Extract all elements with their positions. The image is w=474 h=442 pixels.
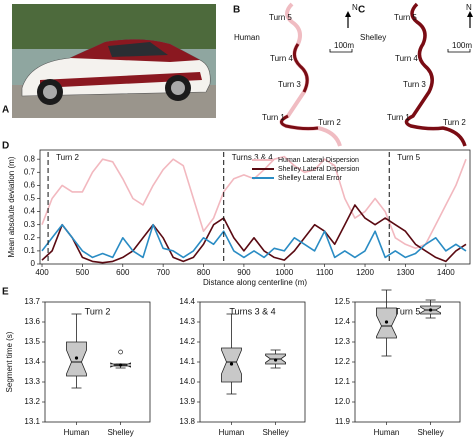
y-tick-label: 13.3 <box>24 377 40 386</box>
legend-label: Shelley Lateral Dispersion <box>278 166 359 173</box>
x-tick-label: 1000 <box>275 268 293 277</box>
panel-label: E <box>2 287 9 298</box>
y-tick-label: 12.4 <box>334 317 350 326</box>
x-tick-label: 700 <box>156 268 170 277</box>
turn-label: Turn 1 <box>262 113 285 122</box>
x-tick-label: 1400 <box>437 268 455 277</box>
north-label: N <box>466 3 472 12</box>
x-tick-label: Shelley <box>262 428 288 437</box>
plot-frame <box>354 301 461 423</box>
y-tick-label: 14.4 <box>179 297 195 306</box>
turn-label: Turn 4 <box>270 54 293 63</box>
y-tick-label: 0.7 <box>24 167 36 176</box>
y-tick-label: 0.5 <box>24 194 36 203</box>
x-tick-label: Human <box>219 428 245 437</box>
y-tick-label: 12.3 <box>334 337 350 346</box>
y-tick-label: 11.9 <box>335 417 351 426</box>
y-tick-label: 14.1 <box>179 357 195 366</box>
y-tick-label: 12.2 <box>334 357 350 366</box>
x-tick-label: 800 <box>197 268 211 277</box>
turn-label: Turn 5 <box>269 13 292 22</box>
x-tick-label: 1200 <box>356 268 374 277</box>
y-tick-label: 0 <box>31 259 36 268</box>
legend-label: Shelley Lateral Error <box>278 175 342 182</box>
y-tick-label: 13.1 <box>24 417 40 426</box>
mean-marker <box>274 358 278 362</box>
y-tick-label: 0.2 <box>24 233 36 242</box>
y-tick-label: 0.1 <box>24 246 36 255</box>
annotation: Turn 5 <box>397 153 420 162</box>
x-tick-label: 1300 <box>397 268 415 277</box>
subplot-title: Turn 2 <box>85 306 111 316</box>
y-axis-title: Segment time (s) <box>5 331 14 392</box>
plot-frame <box>44 301 151 423</box>
panel-label: A <box>2 105 9 116</box>
x-tick-label: 500 <box>76 268 90 277</box>
panel-label: D <box>2 141 9 152</box>
turn-label: Turn 2 <box>443 118 466 127</box>
x-axis-title: Distance along centerline (m) <box>203 278 307 287</box>
y-tick-label: 13.6 <box>24 317 40 326</box>
mean-marker <box>429 308 433 312</box>
driver-label: Shelley <box>360 33 386 42</box>
panel-label: B <box>233 5 240 16</box>
data-line <box>41 223 467 259</box>
y-tick-label: 12.0 <box>334 397 350 406</box>
y-tick-label: 13.5 <box>24 337 40 346</box>
y-axis-title: Mean absolute deviation (m) <box>7 156 16 257</box>
track-map <box>279 2 473 147</box>
turn-label: Turn 3 <box>278 80 301 89</box>
x-tick-label: Human <box>64 428 90 437</box>
x-tick-label: 900 <box>237 268 251 277</box>
mean-marker <box>119 363 123 367</box>
x-tick-label: 600 <box>116 268 130 277</box>
y-tick-label: 13.4 <box>24 357 40 366</box>
y-tick-label: 0.6 <box>24 180 36 189</box>
x-tick-label: Shelley <box>417 428 443 437</box>
north-label: N <box>352 3 358 12</box>
scale-label: 100m <box>452 41 472 50</box>
y-tick-label: 12.5 <box>334 297 350 306</box>
plot-frame <box>199 301 306 423</box>
y-tick-label: 12.1 <box>334 377 350 386</box>
turn-label: Turn 3 <box>403 80 426 89</box>
y-tick-label: 13.9 <box>179 397 195 406</box>
outlier <box>118 349 123 355</box>
annotation: Turns 3 & 4 <box>232 153 274 162</box>
panel-label: C <box>358 5 365 16</box>
y-tick-label: 13.2 <box>24 397 40 406</box>
y-tick-label: 0.3 <box>24 220 36 229</box>
mean-marker <box>74 356 79 360</box>
y-tick-label: 0.4 <box>24 207 36 216</box>
data-line <box>41 204 467 264</box>
subplot-title: Turn 5 <box>395 306 421 316</box>
mean-marker <box>229 362 234 366</box>
y-tick-label: 14.0 <box>179 377 195 386</box>
y-tick-label: 0.8 <box>24 154 36 163</box>
driver-label: Human <box>234 33 260 42</box>
x-tick-label: Shelley <box>107 428 133 437</box>
turn-label: Turn 4 <box>395 54 418 63</box>
y-tick-label: 14.3 <box>179 317 195 326</box>
mean-marker <box>384 320 389 324</box>
turn-label: Turn 1 <box>387 113 410 122</box>
x-tick-label: Human <box>374 428 400 437</box>
y-tick-label: 13.7 <box>24 297 40 306</box>
annotation: Turn 2 <box>56 153 79 162</box>
y-tick-label: 14.2 <box>179 337 195 346</box>
subplot-title: Turns 3 & 4 <box>229 306 275 316</box>
turn-label: Turn 2 <box>318 118 341 127</box>
car-photo <box>12 4 216 118</box>
legend-label: Human Lateral Dispersion <box>278 157 359 164</box>
scale-label: 100m <box>334 41 354 50</box>
data-line <box>41 155 467 250</box>
x-tick-label: 1100 <box>316 268 334 277</box>
x-tick-label: 400 <box>35 268 49 277</box>
y-tick-label: 13.8 <box>179 417 195 426</box>
turn-label: Turn 5 <box>394 13 417 22</box>
plot-frame <box>39 149 471 265</box>
